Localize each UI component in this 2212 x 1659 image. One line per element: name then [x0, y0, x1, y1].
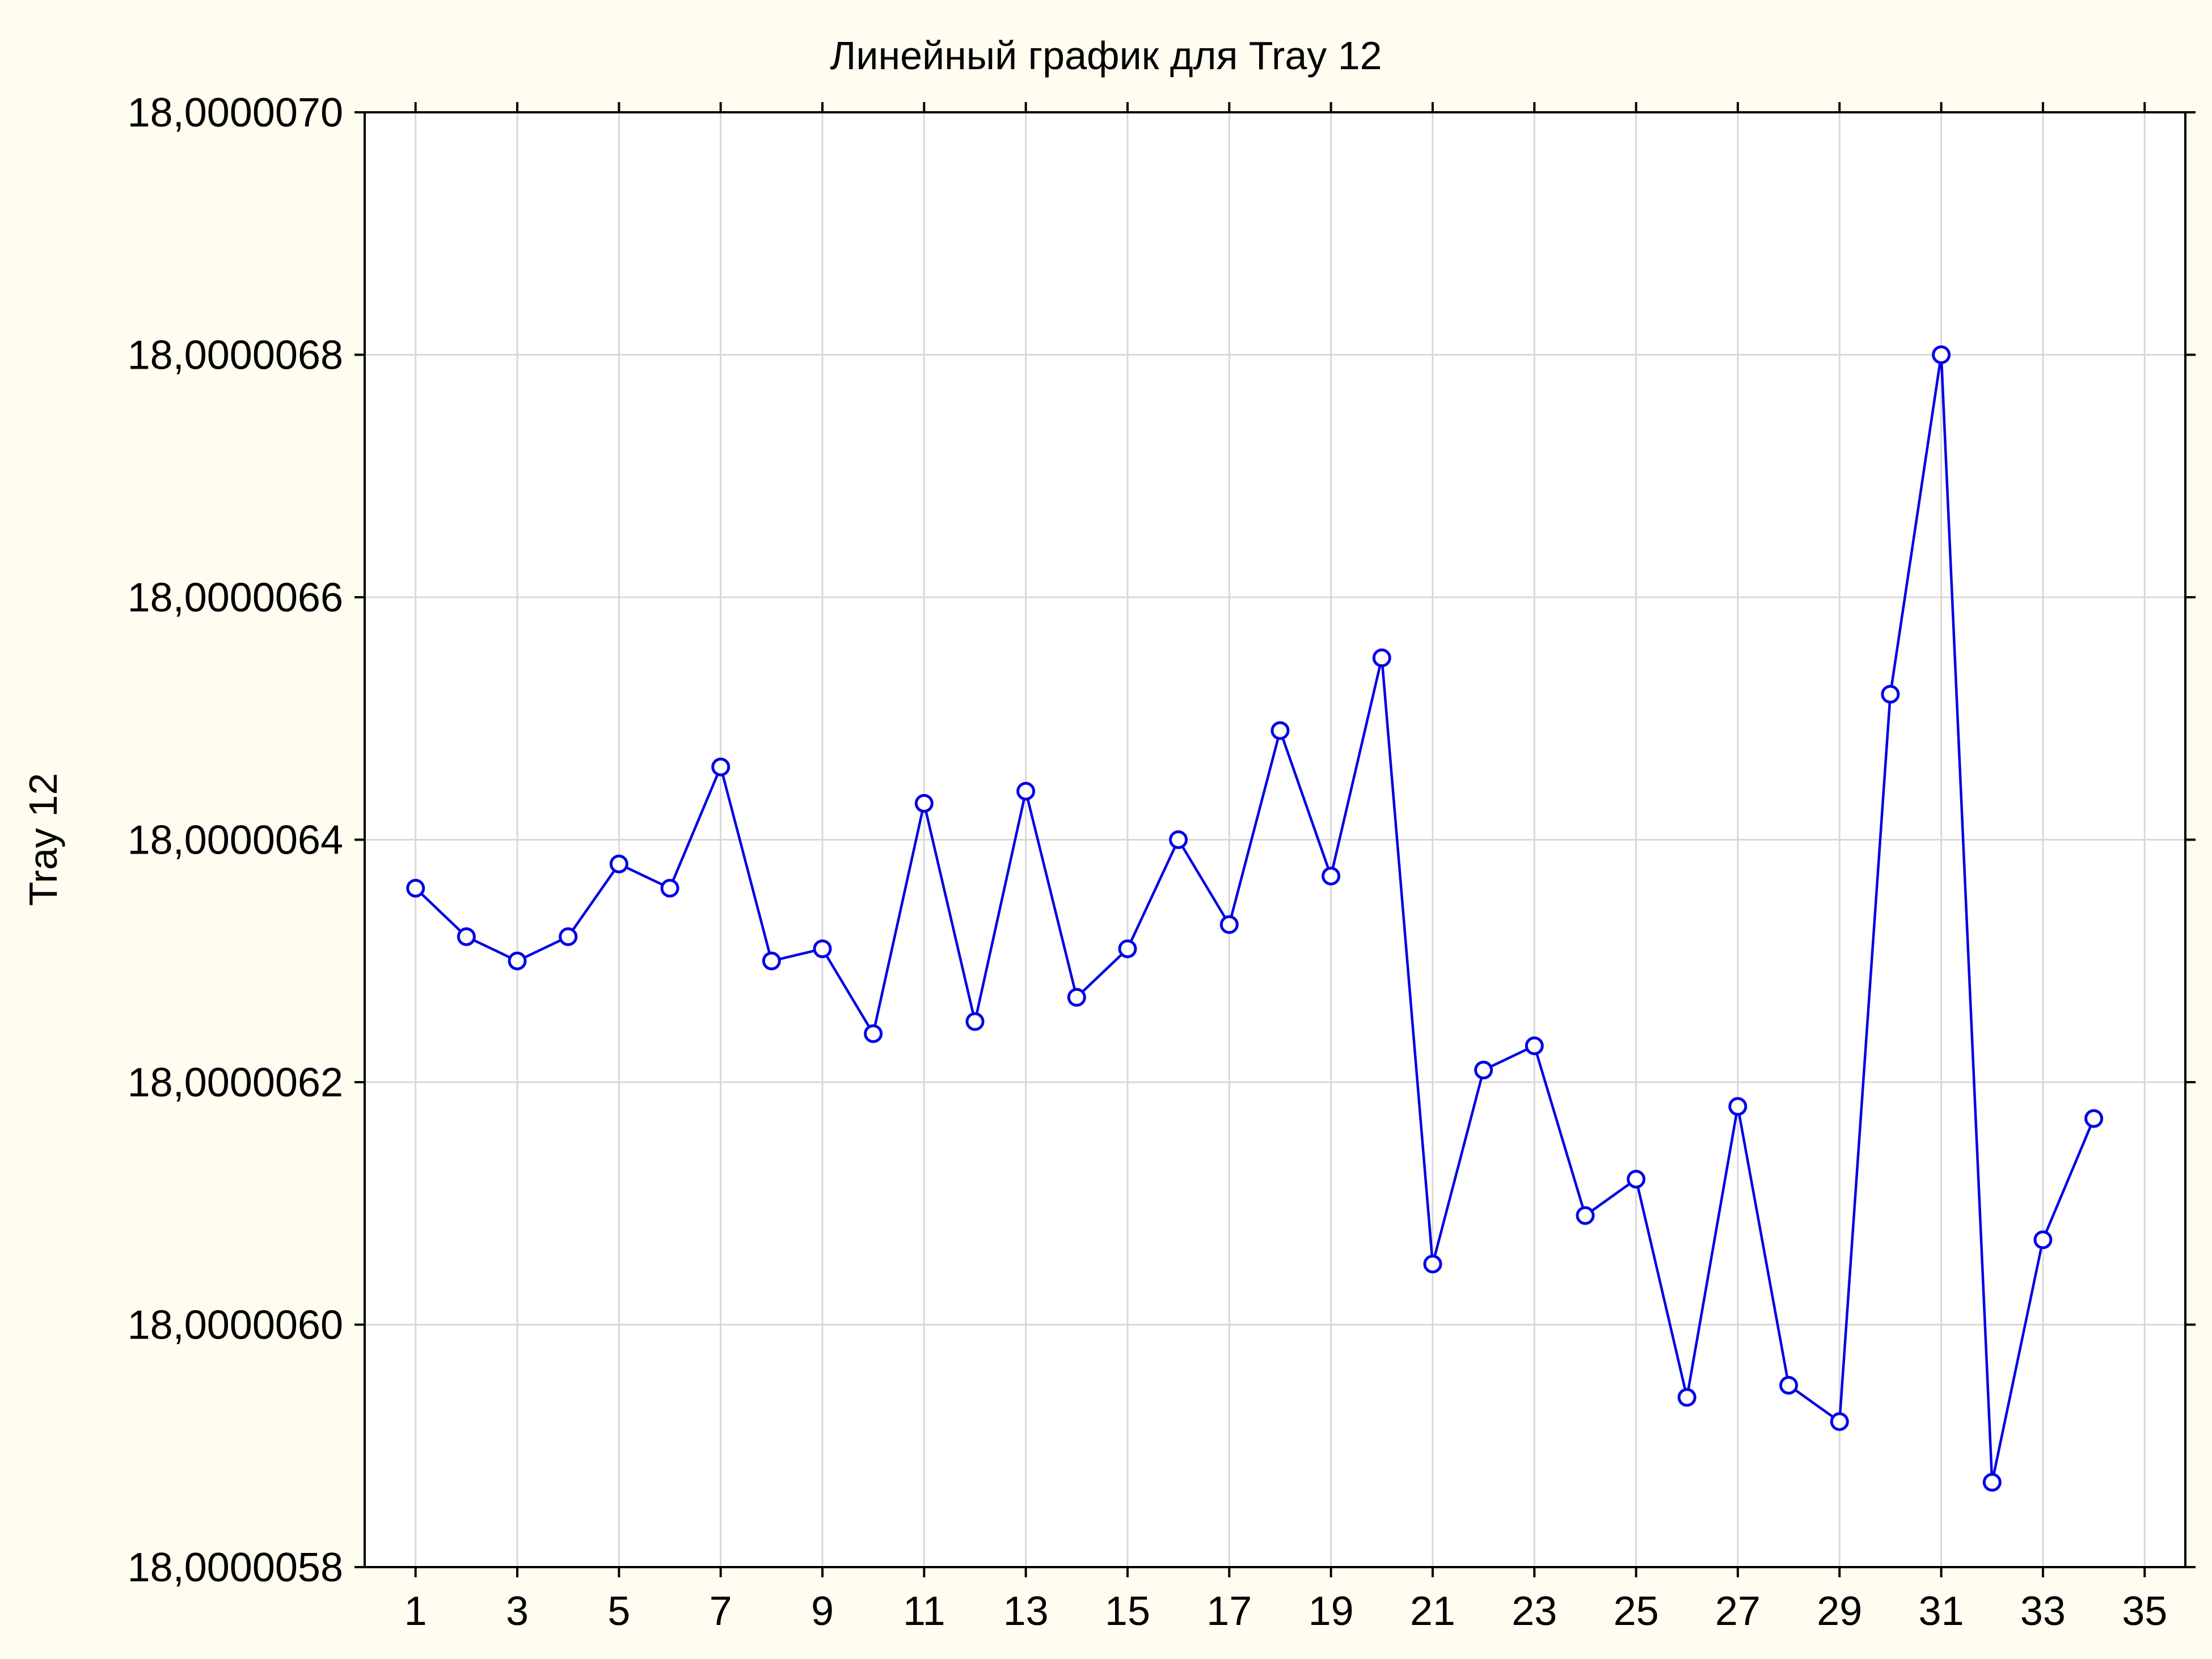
y-axis-label: Tray 12: [21, 773, 65, 906]
x-tick-label: 5: [607, 1589, 630, 1634]
data-point: [1881, 685, 1900, 704]
data-point: [1779, 1375, 1799, 1395]
x-tick-label: 17: [1206, 1589, 1252, 1634]
data-point: [559, 927, 578, 946]
data-point: [864, 1024, 883, 1043]
data-point: [508, 951, 527, 970]
data-point: [1067, 987, 1086, 1007]
x-tick-label: 33: [2020, 1589, 2066, 1634]
data-point: [1322, 867, 1341, 886]
x-tick-label: 31: [1919, 1589, 1964, 1634]
y-tick-label: 18,0000070: [128, 90, 343, 136]
data-point: [1372, 648, 1391, 668]
data-point: [1270, 721, 1290, 740]
x-axis-tick-labels: 1 3 5 7 9 11 13 15 17 19 21 23 25 27 29 31 33 35: [404, 1589, 2168, 1634]
data-point: [406, 879, 425, 898]
y-tick-label: 18,0000068: [128, 333, 343, 378]
data-point: [711, 757, 731, 776]
data-point: [2084, 1109, 2104, 1128]
chart-title: Линейный график для Tray 12: [830, 33, 1382, 78]
y-tick-label: 18,0000062: [128, 1060, 343, 1105]
series-line: [415, 354, 2095, 1483]
data-point: [914, 793, 934, 813]
x-tick-label: 29: [1817, 1589, 1862, 1634]
data-point: [1016, 782, 1036, 801]
y-tick-label: 18,0000058: [128, 1545, 343, 1590]
x-tick-label: 23: [1512, 1589, 1557, 1634]
y-tick-label: 18,0000066: [128, 575, 343, 620]
x-tick-label: 21: [1410, 1589, 1455, 1634]
y-tick-label: 18,0000060: [128, 1303, 343, 1348]
x-tick-label: 9: [811, 1589, 834, 1634]
x-tick-label: 27: [1715, 1589, 1761, 1634]
data-point: [1118, 939, 1137, 959]
data-point: [1932, 345, 1951, 364]
x-tick-label: 35: [2122, 1589, 2167, 1634]
data-point: [609, 854, 628, 873]
data-point: [1982, 1472, 2002, 1492]
data-point: [1423, 1255, 1442, 1274]
x-tick-label: 13: [1003, 1589, 1049, 1634]
data-point: [1576, 1206, 1595, 1225]
data-point: [1830, 1412, 1849, 1431]
plot-frame: [364, 111, 2186, 1568]
x-tick-label: 11: [903, 1589, 945, 1634]
data-point: [1627, 1170, 1646, 1189]
data-point: [1169, 830, 1188, 849]
axis-ticks: [354, 102, 2196, 1577]
data-point: [965, 1012, 985, 1031]
data-point: [1474, 1061, 1493, 1080]
y-tick-label: 18,0000064: [128, 818, 343, 863]
data-point: [457, 927, 476, 946]
data-point: [762, 951, 781, 970]
data-point: [660, 879, 679, 898]
data-point: [813, 939, 832, 959]
x-tick-label: 7: [710, 1589, 732, 1634]
data-point: [1219, 915, 1239, 934]
data-point: [1728, 1097, 1747, 1116]
x-tick-label: 15: [1105, 1589, 1150, 1634]
x-tick-label: 3: [506, 1589, 529, 1634]
data-point: [1677, 1388, 1696, 1407]
data-points: [406, 345, 2104, 1492]
y-axis-tick-labels: 18,0000058 18,0000060 18,0000062 18,0000064…: [128, 90, 343, 1590]
x-tick-label: 25: [1614, 1589, 1659, 1634]
x-tick-label: 19: [1308, 1589, 1354, 1634]
x-tick-label: 1: [404, 1589, 427, 1634]
data-point: [1525, 1036, 1544, 1056]
data-point: [2033, 1230, 2053, 1249]
